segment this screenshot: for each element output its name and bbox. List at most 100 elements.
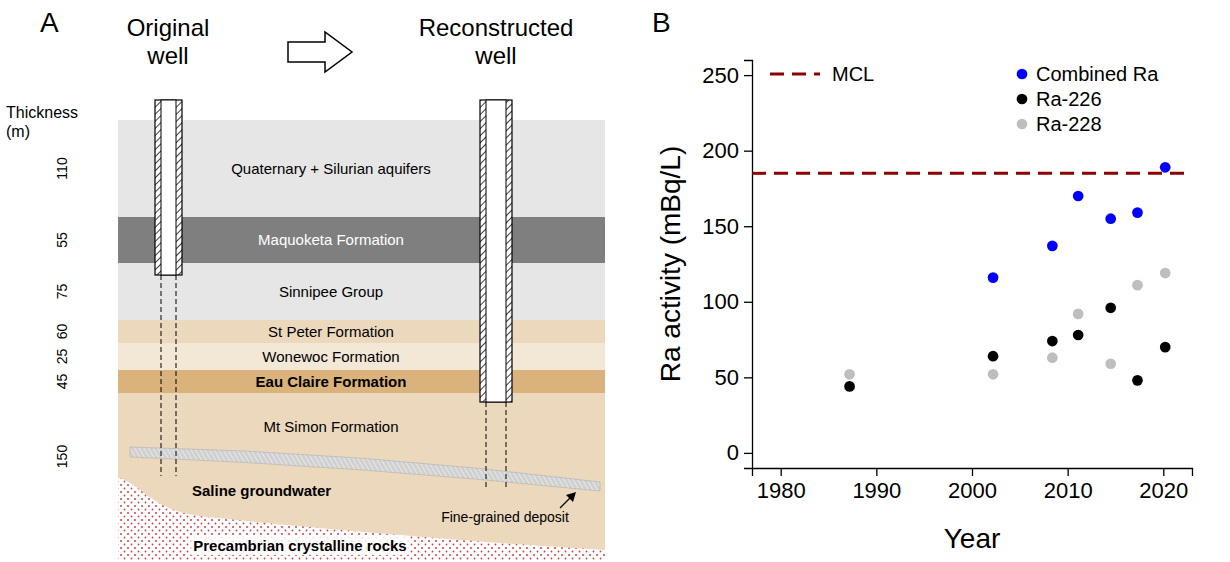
point xyxy=(844,369,855,380)
y-tick-mark xyxy=(744,75,752,76)
thickness-title: Thickness(m) xyxy=(6,104,78,140)
legend-swatch xyxy=(1017,94,1028,105)
deposit-pointer-head xyxy=(566,492,576,502)
point xyxy=(844,381,855,392)
layer-label: Quaternary + Silurian aquifers xyxy=(231,160,431,177)
y-tick: 200 xyxy=(702,138,752,163)
figure: A Thickness(m) Quaternary + Silurian aquif… xyxy=(0,0,1230,562)
y-tick-label: 250 xyxy=(702,63,739,88)
layer xyxy=(118,320,605,343)
point xyxy=(1105,213,1116,224)
x-tick-mark xyxy=(1163,468,1164,476)
point xyxy=(1073,191,1084,202)
point xyxy=(1073,309,1084,320)
well-casing xyxy=(480,100,512,402)
x-tick-mark xyxy=(1068,468,1069,476)
layer-label: St Peter Formation xyxy=(268,323,394,340)
legend-label: Combined Ra xyxy=(1036,63,1159,85)
panel-letter: A xyxy=(40,7,59,38)
x-tick-mark xyxy=(781,468,782,476)
y-tick: 50 xyxy=(715,365,752,390)
deposit-label: Fine-grained deposit xyxy=(441,509,569,525)
thickness-value: 45 xyxy=(54,374,70,390)
layer-label: Wonewoc Formation xyxy=(262,348,399,365)
thickness-value: 110 xyxy=(54,157,70,180)
y-tick-label: 0 xyxy=(727,440,739,465)
legend-swatch xyxy=(770,73,820,76)
well-title: Reconstructedwell xyxy=(419,14,574,69)
x-axis-title: Year xyxy=(944,523,1001,554)
x-tick: 1980 xyxy=(757,468,806,503)
point xyxy=(1160,342,1171,353)
panel-letter: B xyxy=(652,7,671,38)
layer xyxy=(118,120,605,217)
legend-label: Ra-228 xyxy=(1036,113,1102,135)
x-axis: 1980 1990 2000 2010 2020 xyxy=(753,468,1193,503)
y-tick-label: 100 xyxy=(702,289,739,314)
y-tick: 100 xyxy=(702,289,752,314)
point xyxy=(1105,358,1116,369)
x-tick: 2010 xyxy=(1044,468,1093,503)
layer-label: Maquoketa Formation xyxy=(258,231,404,248)
layer xyxy=(118,393,605,560)
plot-area xyxy=(752,162,1192,392)
point xyxy=(988,351,999,362)
layer-label: Mt Simon Formation xyxy=(263,418,398,435)
x-tick-label: 2020 xyxy=(1139,478,1188,503)
x-tick-label: 2010 xyxy=(1044,478,1093,503)
point xyxy=(1160,162,1171,173)
y-tick: 250 xyxy=(702,63,752,88)
well-casing xyxy=(155,100,182,275)
layer-label: Eau Claire Formation xyxy=(256,373,407,390)
well xyxy=(480,100,512,488)
y-tick-mark xyxy=(744,151,752,152)
x-tick: 1990 xyxy=(852,468,901,503)
open-hole xyxy=(176,275,177,476)
x-tick-label: 1980 xyxy=(757,478,806,503)
point xyxy=(1132,207,1143,218)
x-axis-line xyxy=(753,469,1193,477)
point xyxy=(1047,336,1058,347)
x-tick-mark xyxy=(972,468,973,476)
saline-label: Saline groundwater xyxy=(192,482,331,499)
y-axis-title: Ra activity (mBq/L) xyxy=(655,146,686,383)
y-tick-mark xyxy=(744,302,752,303)
x-tick: 2000 xyxy=(948,468,997,503)
transition-arrow xyxy=(288,32,352,72)
thickness-value: 25 xyxy=(54,349,70,365)
y-tick-label: 200 xyxy=(702,138,739,163)
panel-a: A Thickness(m) Quaternary + Silurian aquif… xyxy=(6,7,605,560)
point xyxy=(988,272,999,283)
x-tick-label: 1990 xyxy=(852,478,901,503)
y-tick-label: 50 xyxy=(715,365,739,390)
y-tick: 150 xyxy=(702,214,752,239)
y-axis: 0 50 100 150 200 250 xyxy=(702,61,752,469)
point xyxy=(1160,268,1171,279)
y-tick-mark xyxy=(744,226,752,227)
x-tick: 2020 xyxy=(1139,468,1188,503)
point xyxy=(1132,280,1143,291)
legend-label: Ra-226 xyxy=(1036,88,1102,110)
series xyxy=(844,268,1170,380)
layer-label: Sinnipee Group xyxy=(279,283,383,300)
well-bore xyxy=(486,100,506,402)
basement-label: Precambrian crystalline rocks xyxy=(193,537,406,554)
point xyxy=(988,369,999,380)
legend-swatch xyxy=(1017,69,1028,80)
y-tick-label: 150 xyxy=(702,214,739,239)
point xyxy=(1047,352,1058,363)
legend: MCL Combined Ra Ra-226 Ra-228 xyxy=(770,63,1159,135)
label-patch xyxy=(190,536,409,555)
well-bore xyxy=(161,100,176,275)
layer xyxy=(118,343,605,370)
layer xyxy=(118,370,605,393)
series xyxy=(988,162,1171,283)
well xyxy=(155,100,182,476)
thickness-value: 150 xyxy=(54,445,70,469)
panel-b: B 1980 1990 2000 2010 2020 0 50 100 150 200 250 Year… xyxy=(652,7,1193,554)
point xyxy=(1132,375,1143,386)
thickness-value: 75 xyxy=(54,284,70,300)
y-tick-mark xyxy=(744,453,752,454)
point xyxy=(1047,241,1058,252)
legend-label: MCL xyxy=(832,63,874,85)
